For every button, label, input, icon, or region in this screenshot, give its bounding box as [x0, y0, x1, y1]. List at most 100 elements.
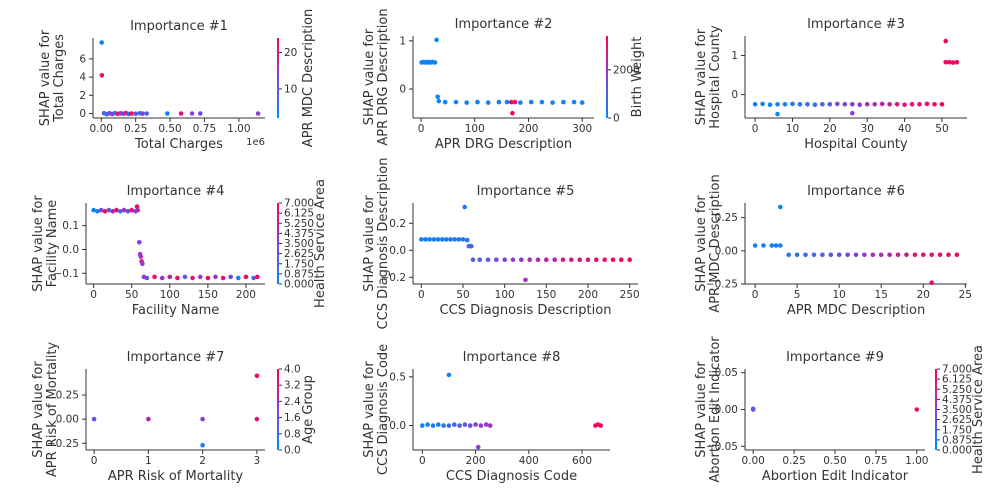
data-point: [585, 257, 591, 263]
colorbar-tick-label: 2000: [613, 64, 640, 76]
colorbar-tick-label: 3.2: [284, 380, 301, 392]
data-point: [441, 423, 446, 428]
data-point: [236, 275, 241, 281]
chart-4: Importance #40 50 100 150 2000.10.0−0.1Facil…: [31, 179, 328, 318]
data-point: [561, 99, 566, 105]
data-point: [842, 102, 848, 107]
data-point: [857, 102, 862, 107]
data-point: [912, 252, 918, 258]
y-axis-label-line: Total Charges: [52, 34, 67, 123]
x-axis-label: Facility Name: [132, 303, 220, 318]
data-point: [535, 257, 541, 263]
data-point: [137, 240, 142, 245]
data-point: [510, 110, 515, 116]
data-point: [200, 442, 205, 448]
y-axis-label-line: SHAP value for: [31, 361, 46, 458]
data-point: [165, 111, 170, 116]
data-point: [442, 99, 448, 105]
data-point: [430, 423, 436, 428]
x-axis-label: APR MDC Description: [787, 303, 925, 318]
x-tick-label: 100: [160, 289, 180, 301]
colorbar-tick-label: 2.4: [284, 396, 301, 408]
x-tick-label: 1.00: [905, 455, 928, 467]
data-point: [811, 252, 817, 258]
data-point: [850, 102, 855, 107]
data-point: [118, 209, 123, 214]
chart-5: Importance #50 50 100 150 200 250−0.20.00.2CC…: [362, 158, 640, 330]
data-point: [904, 252, 909, 258]
colorbar-tick-label: 1.750: [284, 258, 314, 270]
data-point: [470, 257, 476, 263]
colorbar-tick-label: 6.125: [942, 374, 972, 386]
data-point: [419, 237, 424, 242]
data-point: [594, 257, 599, 263]
data-point: [487, 423, 493, 428]
data-points: [419, 37, 585, 116]
colorbar-tick-label: 7.000: [284, 198, 314, 210]
data-point: [577, 257, 582, 263]
data-point: [752, 243, 758, 248]
colorbar-tick-label: 1.6: [284, 412, 301, 424]
y-tick-label: −0.25: [706, 279, 738, 291]
data-point: [790, 101, 795, 107]
y-tick-label: −0.2: [381, 272, 407, 284]
data-points: [419, 204, 632, 283]
data-point: [550, 100, 555, 105]
y-axis-label-line: SHAP value for: [362, 195, 377, 292]
data-point: [803, 252, 808, 258]
data-point: [598, 423, 603, 428]
y-tick-label: 2: [79, 90, 86, 102]
x-tick-label: 0.75: [193, 123, 216, 135]
data-point: [427, 237, 433, 242]
x-tick-label: 0.00: [741, 455, 764, 467]
x-axis-label: Abortion Edit Indicator: [762, 469, 909, 484]
data-point: [767, 102, 773, 107]
data-point: [475, 444, 481, 450]
data-point: [110, 209, 115, 214]
data-point: [99, 73, 105, 78]
x-tick-label: 5: [794, 289, 801, 301]
colorbar-tick-label: 2.625: [942, 414, 972, 426]
chart-title: Importance #9: [786, 350, 884, 365]
data-point: [943, 59, 948, 65]
data-point: [627, 257, 632, 263]
data-point: [921, 252, 926, 258]
data-point: [159, 275, 165, 281]
y-tick-label: 0: [79, 108, 86, 120]
data-point: [812, 102, 818, 107]
data-point: [782, 102, 788, 107]
data-point: [254, 416, 260, 422]
data-point: [571, 99, 577, 105]
x-tick-label: 50: [935, 123, 948, 135]
chart-3: Importance #3 0 10 20 30 40 50 0 1 Hospital Count…: [694, 17, 967, 152]
data-point: [939, 102, 945, 107]
colorbar-tick-label: 4.0: [284, 364, 301, 376]
data-point: [190, 275, 195, 281]
y-axis-label: SHAP value forAbortion Edit Indicator: [694, 336, 723, 483]
x-tick-label: 20: [917, 289, 930, 301]
data-point: [619, 257, 624, 263]
data-point: [125, 209, 131, 214]
x-axis-label: Hospital County: [804, 137, 908, 152]
colorbar-tick-label: 0.000: [942, 445, 972, 457]
data-point: [98, 207, 104, 213]
y-tick-label: 1: [731, 50, 738, 62]
colorbar-tick-label: 3.500: [284, 238, 314, 250]
data-point: [431, 237, 437, 242]
y-tick-label: −0.25: [47, 438, 79, 450]
x-tick-label: 100: [465, 123, 485, 135]
x-tick-label: 50: [456, 289, 469, 301]
data-point: [182, 274, 188, 280]
data-point: [502, 257, 508, 263]
data-point: [175, 275, 180, 281]
x-tick-label: 0.75: [864, 455, 887, 467]
x-tick-label: 200: [466, 455, 486, 467]
y-axis-label: SHAP value forAPR DRG Description: [362, 8, 391, 145]
colorbar-label: Health Service Area: [971, 345, 986, 474]
x-tick-label: 600: [572, 455, 592, 467]
data-point: [435, 237, 441, 242]
y-axis-label: SHAP value forCCS Diagnosis Code: [362, 344, 391, 475]
data-point: [786, 252, 791, 258]
y-axis-label-line: APR DRG Description: [376, 8, 391, 145]
y-axis-label: SHAP value forFacility Name: [31, 195, 60, 292]
